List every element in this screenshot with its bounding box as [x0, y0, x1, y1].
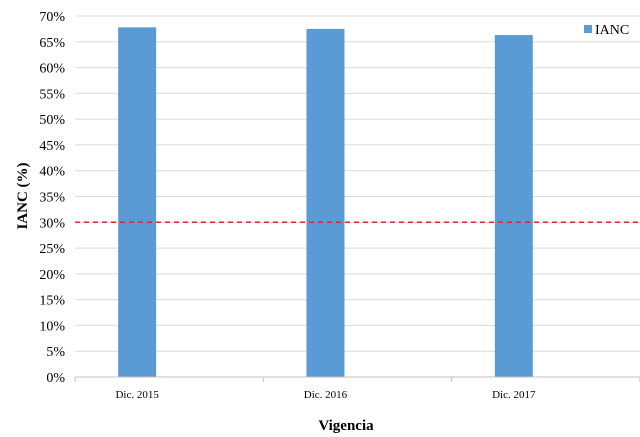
legend-label: IANC — [595, 23, 629, 38]
x-tick-label: Dic. 2017 — [492, 389, 536, 401]
y-tick-label: 20% — [39, 268, 65, 283]
y-axis-ticks: 0% 5% 10% 15% 20% 25% 30% 35% 40% 45% 50% 55% 60% 65%… — [39, 10, 65, 386]
y-tick-label: 35% — [39, 191, 65, 206]
y-tick-label: 65% — [39, 36, 65, 51]
y-axis-title: IANC (%) — [15, 162, 31, 229]
bars — [118, 27, 533, 378]
y-tick-label: 55% — [39, 87, 65, 102]
y-tick-label: 30% — [39, 216, 65, 231]
y-tick-label: 60% — [39, 62, 65, 77]
bar — [306, 28, 345, 378]
x-tick-label: Dic. 2015 — [115, 389, 159, 401]
x-axis-ticks: Dic. 2015 Dic. 2016 Dic. 2017 — [74, 377, 640, 401]
legend: IANC — [584, 23, 629, 38]
y-tick-label: 70% — [39, 10, 65, 25]
y-tick-label: 40% — [39, 165, 65, 180]
y-tick-label: 5% — [46, 345, 65, 360]
y-tick-label: 10% — [39, 319, 65, 334]
y-tick-label: 25% — [39, 242, 65, 257]
bar — [118, 27, 157, 378]
y-tick-label: 0% — [46, 371, 65, 386]
x-axis-title: Vigencia — [318, 418, 374, 434]
gridlines — [75, 15, 640, 352]
y-tick-label: 15% — [39, 294, 65, 309]
y-tick-label: 50% — [39, 113, 65, 128]
x-tick-label: Dic. 2016 — [304, 389, 348, 401]
legend-swatch — [584, 25, 592, 33]
bar — [494, 35, 533, 378]
y-tick-label: 45% — [39, 139, 65, 154]
